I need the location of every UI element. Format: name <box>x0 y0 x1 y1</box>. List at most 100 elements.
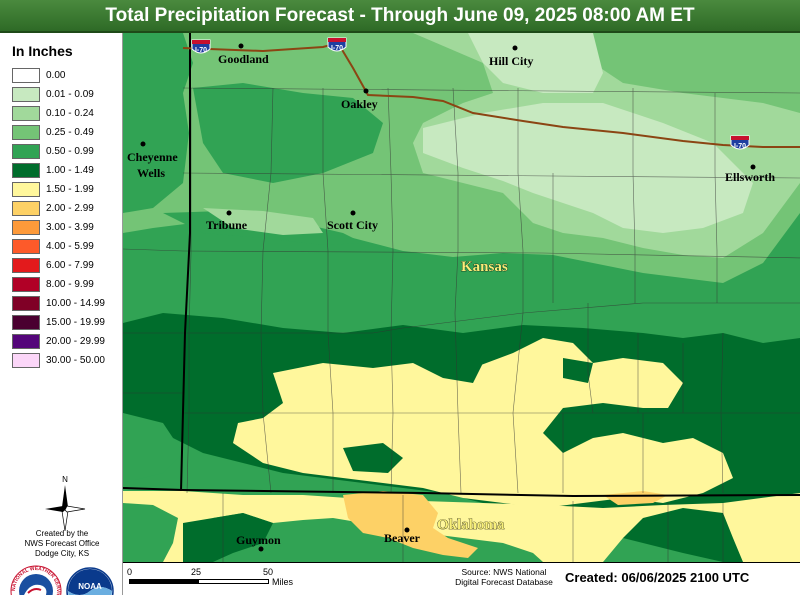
contour-0.10-west <box>203 208 323 235</box>
legend-label: 2.00 - 2.99 <box>46 202 94 214</box>
svg-text:Oakley: Oakley <box>341 97 378 111</box>
legend-panel: In Inches 0.00 0.01 - 0.09 0.10 - 0.24 0.25… <box>0 33 123 595</box>
legend-swatch <box>12 257 40 273</box>
svg-text:Scott City: Scott City <box>327 218 378 232</box>
scale-bar: 0 25 50 Miles <box>127 565 297 593</box>
legend-label: 15.00 - 19.99 <box>46 316 105 328</box>
svg-text:Ellsworth: Ellsworth <box>725 170 775 184</box>
contour-0.50-panhandle <box>123 503 178 562</box>
i70-shield-icon: I-70 <box>191 39 211 54</box>
legend-item: 4.00 - 5.99 <box>12 238 120 254</box>
contour-0.50-nw <box>193 83 383 183</box>
scale-bar-graphic <box>129 579 269 584</box>
contour-1.00-inner2 <box>343 443 403 473</box>
i70-shield-label-2: I-70 <box>331 45 343 52</box>
noaa-logo-icon: NOAA <box>66 567 114 595</box>
legend-swatch <box>12 162 40 178</box>
legend-swatch <box>12 276 40 292</box>
contour-1.00-panhandle <box>183 513 273 562</box>
svg-text:Hill City: Hill City <box>489 54 533 68</box>
legend-swatch <box>12 219 40 235</box>
credit-line-1: Created by the <box>35 529 89 538</box>
legend-label: 30.00 - 50.00 <box>46 354 105 366</box>
state-label-oklahoma: Oklahoma <box>437 517 505 533</box>
legend-label: 0.10 - 0.24 <box>46 107 94 119</box>
state-label-kansas: Kansas <box>461 259 508 275</box>
legend-swatch <box>12 124 40 140</box>
city-beaver: Beaver <box>384 527 421 545</box>
legend-item: 15.00 - 19.99 <box>12 314 120 330</box>
contour-0.01 <box>468 33 603 93</box>
legend-label: 8.00 - 9.99 <box>46 278 94 290</box>
legend-item: 0.10 - 0.24 <box>12 105 120 121</box>
svg-text:Wells: Wells <box>137 166 165 180</box>
legend-label: 4.00 - 5.99 <box>46 240 94 252</box>
contour-2.00-east <box>603 491 668 505</box>
credit-text: Created by the NWS Forecast Office Dodge… <box>10 529 114 559</box>
svg-text:Beaver: Beaver <box>384 531 421 545</box>
contour-1.00-inner <box>443 348 483 383</box>
city-scott-city: Scott City <box>327 210 378 232</box>
legend-swatch <box>12 295 40 311</box>
scale-unit: Miles <box>272 577 294 587</box>
noaa-logo-text: NOAA <box>78 582 102 591</box>
legend-item: 20.00 - 29.99 <box>12 333 120 349</box>
i70-shield-icon: I-70 <box>327 37 347 52</box>
source-text: Source: NWS National Digital Forecast Da… <box>449 567 559 587</box>
legend-item: 10.00 - 14.99 <box>12 295 120 311</box>
contour-1.50-panhandle <box>123 491 800 562</box>
svg-text:Goodland: Goodland <box>218 52 269 66</box>
legend-item: 1.00 - 1.49 <box>12 162 120 178</box>
contour-0.50-north <box>123 33 193 213</box>
legend-label: 3.00 - 3.99 <box>46 221 94 233</box>
city-hill-city: Hill City <box>489 45 533 68</box>
legend-item: 8.00 - 9.99 <box>12 276 120 292</box>
legend-item: 6.00 - 7.99 <box>12 257 120 273</box>
legend-swatch <box>12 143 40 159</box>
legend-swatch <box>12 333 40 349</box>
legend-label: 20.00 - 29.99 <box>46 335 105 347</box>
north-arrow-icon: N <box>45 475 86 532</box>
legend-label: 6.00 - 7.99 <box>46 259 94 271</box>
city-oakley: Oakley <box>341 88 378 111</box>
source-line-2: Digital Forecast Database <box>455 577 553 587</box>
svg-text:Guymon: Guymon <box>236 533 281 547</box>
precipitation-map: I-70 I-70 I-70 Kansas Oklahoma Goodland … <box>123 33 800 562</box>
credit-line-2: NWS Forecast Office <box>24 539 100 548</box>
legend-item: 2.00 - 2.99 <box>12 200 120 216</box>
legend-swatch <box>12 86 40 102</box>
city-tribune: Tribune <box>206 210 248 232</box>
state-borders <box>123 33 800 498</box>
legend-label: 1.00 - 1.49 <box>46 164 94 176</box>
legend-label: 1.50 - 1.99 <box>46 183 94 195</box>
credit-line-3: Dodge City, KS <box>34 549 90 558</box>
legend-label: 0.25 - 0.49 <box>46 126 94 138</box>
map-footer: 0 25 50 Miles Source: NWS National Digit… <box>123 562 800 595</box>
legend-label: 0.00 <box>46 69 66 81</box>
svg-text:Cheyenne: Cheyenne <box>127 150 178 164</box>
legend-item: 0.01 - 0.09 <box>12 86 120 102</box>
i70-shield-icon: I-70 <box>730 135 750 150</box>
legend-swatch <box>12 314 40 330</box>
city-guymon: Guymon <box>236 533 281 552</box>
legend-title: In Inches <box>12 43 73 59</box>
city-ellsworth: Ellsworth <box>725 164 775 184</box>
legend-swatch <box>12 181 40 197</box>
nws-logo-icon: NATIONAL WEATHER SERVICE <box>10 565 62 595</box>
legend-item: 30.00 - 50.00 <box>12 352 120 368</box>
svg-text:Tribune: Tribune <box>206 218 248 232</box>
county-boundaries <box>123 87 800 562</box>
legend-swatch <box>12 105 40 121</box>
contour-1.00-inner3 <box>563 358 593 383</box>
legend-swatch <box>12 238 40 254</box>
source-line-1: Source: NWS National <box>461 567 547 577</box>
created-timestamp: Created: 06/06/2025 2100 UTC <box>565 570 750 585</box>
legend-item: 0.25 - 0.49 <box>12 124 120 140</box>
legend-item: 1.50 - 1.99 <box>12 181 120 197</box>
map-title: Total Precipitation Forecast - Through J… <box>0 0 800 33</box>
city-cheyenne-wells: Cheyenne Wells <box>127 141 178 180</box>
legend-item: 0.50 - 0.99 <box>12 143 120 159</box>
city-goodland: Goodland <box>218 43 269 66</box>
contour-2.00 <box>343 491 478 558</box>
i70-shield-label-3: I-70 <box>734 143 746 150</box>
